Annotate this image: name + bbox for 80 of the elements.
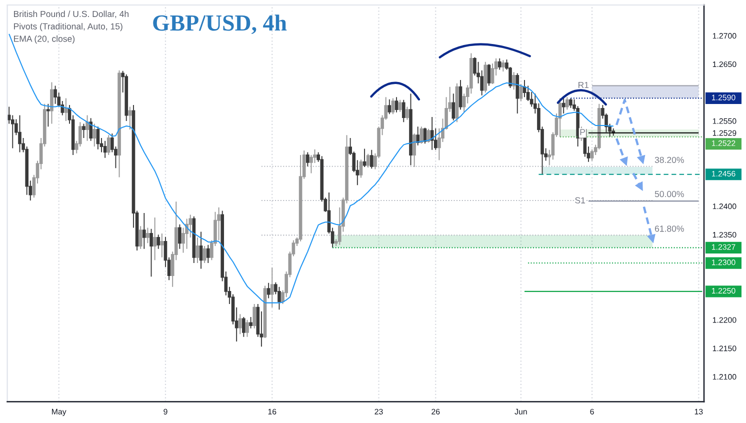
candlestick	[366, 153, 370, 168]
candlestick	[185, 218, 188, 250]
candlestick	[502, 60, 505, 72]
candlestick	[270, 267, 274, 308]
candlestick	[86, 114, 89, 142]
candlestick	[522, 80, 526, 98]
candlestick	[192, 216, 196, 264]
candlestick	[370, 149, 374, 170]
candlestick	[249, 316, 252, 329]
candlestick	[278, 286, 281, 310]
series-label: R1	[578, 82, 589, 88]
candlestick	[416, 126, 420, 146]
candlestick	[46, 103, 50, 128]
candlestick	[398, 99, 402, 112]
candlestick	[142, 212, 146, 250]
candlestick	[402, 99, 406, 123]
candlestick	[412, 132, 416, 168]
candlestick	[96, 126, 100, 150]
candlestick	[306, 152, 310, 167]
candlestick	[146, 227, 150, 244]
candlestick	[590, 148, 594, 162]
candlestick	[246, 319, 249, 338]
candlestick	[516, 72, 520, 114]
candlestick	[458, 80, 462, 110]
candlestick	[298, 154, 302, 242]
candlestick	[196, 236, 200, 264]
candlestick	[128, 106, 132, 130]
candlestick	[406, 106, 409, 120]
candlestick	[359, 159, 363, 178]
line-series	[8, 33, 614, 304]
candlestick	[138, 226, 142, 250]
candlestick	[484, 61, 488, 94]
candlestick	[558, 98, 562, 138]
candlestick	[238, 314, 242, 335]
candlestick	[430, 116, 434, 150]
candlestick	[106, 134, 110, 156]
candlestick	[64, 98, 68, 122]
chart-title: GBP/USD, 4h	[153, 14, 287, 34]
candlestick	[569, 98, 572, 108]
candlestick	[82, 123, 86, 138]
candlestick	[487, 64, 491, 86]
candlestick	[92, 123, 96, 147]
annotation: EMA (20, close)	[14, 35, 75, 44]
candlestick	[391, 98, 395, 115]
candlestick	[394, 96, 398, 113]
series-label: P	[580, 129, 585, 136]
annotation: Pivots (Traditional, Auto, 15)	[14, 23, 122, 32]
candlestick	[160, 232, 164, 258]
candlestick	[388, 98, 392, 115]
candlestick	[455, 82, 459, 123]
candlestick	[178, 224, 182, 250]
candlestick	[266, 282, 270, 299]
candlestick	[54, 85, 57, 104]
candlestick	[452, 93, 456, 121]
candlestick	[150, 228, 153, 278]
candlestick	[263, 285, 267, 339]
series-label: 50.00%	[654, 190, 684, 198]
candlestick	[409, 93, 412, 166]
candlestick	[89, 118, 92, 142]
candlestick	[362, 148, 366, 168]
series-label: S1	[575, 197, 585, 204]
candlestick	[50, 82, 54, 124]
candlestick	[156, 234, 160, 250]
candlestick	[206, 244, 210, 264]
candlestick	[124, 74, 128, 122]
series-label: 38.20%	[654, 156, 684, 164]
candlestick	[18, 114, 22, 153]
candlestick	[153, 217, 156, 261]
candlestick	[519, 84, 523, 102]
candlestick	[565, 96, 569, 110]
series-label: 61.80%	[654, 226, 684, 232]
candlestick	[202, 245, 206, 264]
annotation: British Pound / U.S. Dollar, 4h	[14, 10, 128, 18]
candlestick	[199, 231, 203, 270]
candlestick	[242, 316, 246, 338]
candlestick	[562, 96, 566, 114]
candlestick	[252, 303, 256, 329]
candlestick	[118, 70, 121, 178]
candlestick	[498, 58, 502, 70]
candlestick	[103, 140, 107, 158]
